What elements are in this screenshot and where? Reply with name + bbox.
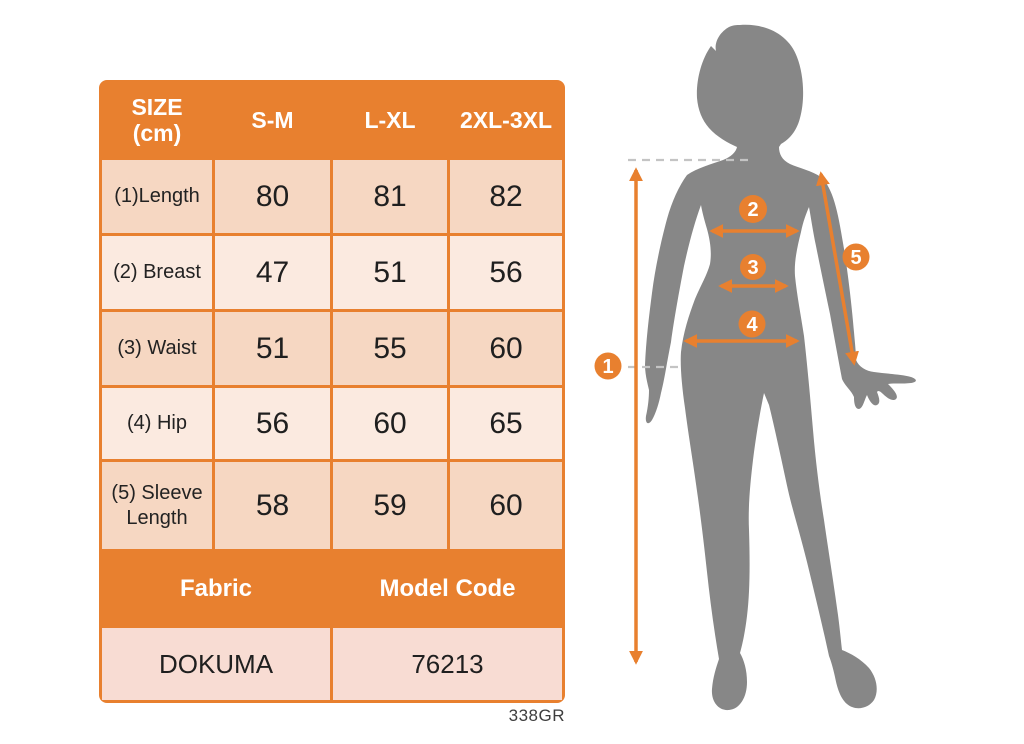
marker-4-number: 4 (746, 314, 758, 336)
cell-waist-lxl: 55 (333, 312, 447, 385)
cell-length-sm: 80 (215, 160, 330, 233)
fabric-value: DOKUMA (102, 628, 330, 700)
model-code-value: 76213 (333, 628, 562, 700)
row-label-length: (1)Length (102, 160, 212, 233)
cell-length-lxl: 81 (333, 160, 447, 233)
cell-sleeve-sm: 58 (215, 462, 330, 549)
cell-waist-sm: 51 (215, 312, 330, 385)
body-silhouette-image (645, 24, 916, 711)
cell-waist-2xl: 60 (450, 312, 562, 385)
model-code-header: Model Code (333, 552, 562, 625)
column-header-lxl: L-XL (333, 83, 447, 157)
cell-hip-sm: 56 (215, 388, 330, 459)
marker-1-circle (594, 352, 622, 380)
column-header-sm: S-M (215, 83, 330, 157)
marker-3-number: 3 (747, 257, 758, 279)
row-label-hip: (4) Hip (102, 388, 212, 459)
sleeve-measure-arrow (816, 171, 859, 366)
cell-hip-lxl: 60 (333, 388, 447, 459)
marker-1-number: 1 (602, 356, 613, 378)
size-chart-title: SIZE (cm) (102, 83, 212, 157)
column-header-2xl3xl: 2XL-3XL (450, 83, 562, 157)
marker-5-number: 5 (850, 247, 861, 269)
marker-5-circle (842, 243, 870, 271)
cell-length-2xl: 82 (450, 160, 562, 233)
size-chart-table: SIZE (cm) S-M L-XL 2XL-3XL (1)Length 80 … (99, 80, 565, 703)
row-label-waist: (3) Waist (102, 312, 212, 385)
row-label-sleeve-length: (5) Sleeve Length (102, 462, 212, 549)
fabric-header: Fabric (102, 552, 330, 625)
size-chart-title-line2: (cm) (132, 120, 182, 146)
cell-breast-sm: 47 (215, 236, 330, 309)
cell-hip-2xl: 65 (450, 388, 562, 459)
marker-2-circle (739, 195, 767, 223)
row-label-breast: (2) Breast (102, 236, 212, 309)
cell-sleeve-2xl: 60 (450, 462, 562, 549)
cell-breast-2xl: 56 (450, 236, 562, 309)
marker-3-circle (740, 254, 766, 280)
marker-4-circle (738, 310, 766, 338)
style-code-label: 338GR (508, 706, 565, 725)
marker-2-number: 2 (747, 199, 758, 221)
size-chart-title-line1: SIZE (131, 93, 183, 120)
cell-sleeve-lxl: 59 (333, 462, 447, 549)
cell-breast-lxl: 51 (333, 236, 447, 309)
